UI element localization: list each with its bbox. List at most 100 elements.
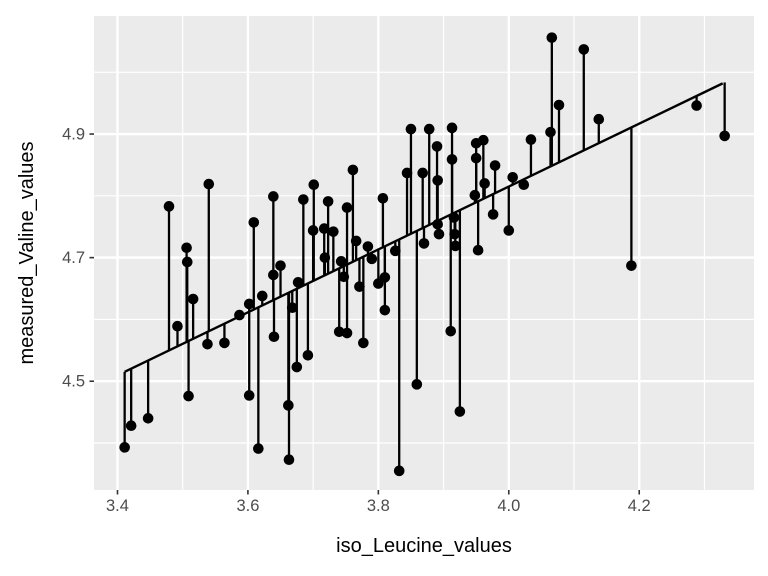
data-point — [507, 171, 518, 183]
data-point — [432, 175, 443, 186]
data-point — [354, 281, 365, 292]
data-point — [283, 400, 294, 411]
data-point — [626, 260, 637, 271]
data-point — [478, 134, 489, 146]
x-tick-label: 3.8 — [367, 497, 390, 515]
x-axis-title: iso_Leucine_values — [336, 535, 512, 557]
data-point — [445, 325, 457, 337]
data-point — [347, 164, 359, 176]
data-point — [243, 298, 255, 310]
data-point — [470, 152, 482, 164]
data-point — [362, 241, 374, 252]
data-point — [479, 178, 490, 189]
data-point — [401, 167, 413, 179]
data-point — [377, 193, 389, 204]
data-point — [268, 269, 279, 281]
data-point — [489, 160, 501, 171]
data-point — [119, 442, 130, 453]
data-point — [411, 379, 423, 390]
x-tick-label: 4.2 — [628, 497, 651, 515]
data-point — [243, 390, 255, 401]
data-point — [446, 122, 458, 134]
data-point — [341, 202, 353, 213]
data-point — [545, 126, 556, 138]
data-point — [393, 465, 405, 477]
x-tick-label: 3.4 — [106, 497, 129, 515]
data-point — [181, 256, 193, 268]
data-point — [234, 309, 245, 321]
data-point — [448, 212, 460, 223]
y-tick-label: 4.5 — [62, 373, 85, 391]
data-point — [283, 454, 295, 466]
data-point — [335, 256, 347, 267]
data-point — [256, 290, 268, 302]
data-point — [318, 223, 330, 234]
data-point — [432, 218, 443, 230]
data-point — [203, 178, 215, 190]
data-point — [454, 406, 466, 417]
data-point — [341, 327, 353, 339]
data-point — [469, 189, 481, 201]
data-point — [433, 228, 445, 240]
y-tick-label: 4.9 — [62, 126, 85, 144]
data-point — [302, 349, 314, 361]
data-point — [338, 271, 350, 283]
data-point — [518, 179, 530, 191]
x-tick-label: 3.6 — [236, 497, 259, 515]
data-point — [181, 242, 192, 254]
data-point — [379, 272, 391, 283]
data-point — [431, 141, 443, 152]
data-point — [418, 238, 430, 249]
data-point — [125, 420, 137, 432]
data-point — [248, 217, 260, 228]
x-axis-tick-labels: 3.4 3.6 3.8 4.0 4.2 — [106, 497, 651, 515]
data-point — [358, 337, 369, 349]
gridlines-major — [94, 16, 754, 490]
data-point — [593, 113, 605, 125]
regression-line — [124, 82, 724, 373]
y-tick-label: 4.7 — [62, 249, 85, 267]
y-axis-tick-marks — [89, 133, 94, 383]
data-point — [275, 260, 286, 271]
data-point — [291, 361, 303, 373]
data-point — [423, 123, 435, 135]
data-point — [328, 226, 339, 237]
data-point — [268, 331, 280, 343]
x-tick-label: 4.0 — [497, 497, 520, 515]
data-point — [322, 196, 334, 207]
data-point — [187, 293, 199, 305]
data-point — [379, 304, 391, 316]
gridlines-minor — [94, 16, 754, 490]
fitted-line — [124, 82, 724, 373]
data-point — [307, 225, 319, 236]
data-point — [319, 252, 331, 263]
data-point — [268, 191, 279, 202]
data-point — [298, 194, 309, 205]
data-point — [253, 443, 264, 454]
data-point — [578, 44, 590, 55]
data-point — [202, 338, 213, 350]
data-point — [446, 154, 458, 165]
data-point — [503, 225, 515, 236]
data-point — [292, 277, 304, 288]
data-point — [350, 235, 362, 247]
data-point — [449, 228, 460, 240]
data-point — [546, 32, 558, 43]
data-point — [163, 201, 175, 212]
data-point — [286, 302, 298, 313]
data-point — [719, 130, 730, 142]
y-axis-title: measured_Valine_values — [16, 141, 38, 364]
data-point — [487, 209, 499, 220]
data-point — [219, 337, 230, 349]
data-point — [172, 320, 183, 332]
data-point — [417, 167, 428, 179]
x-axis-tick-marks — [116, 490, 641, 495]
data-point — [366, 253, 378, 265]
data-points — [119, 32, 730, 477]
data-point — [142, 413, 154, 424]
data-point — [183, 390, 194, 402]
data-point — [405, 123, 417, 135]
data-point — [308, 179, 320, 191]
